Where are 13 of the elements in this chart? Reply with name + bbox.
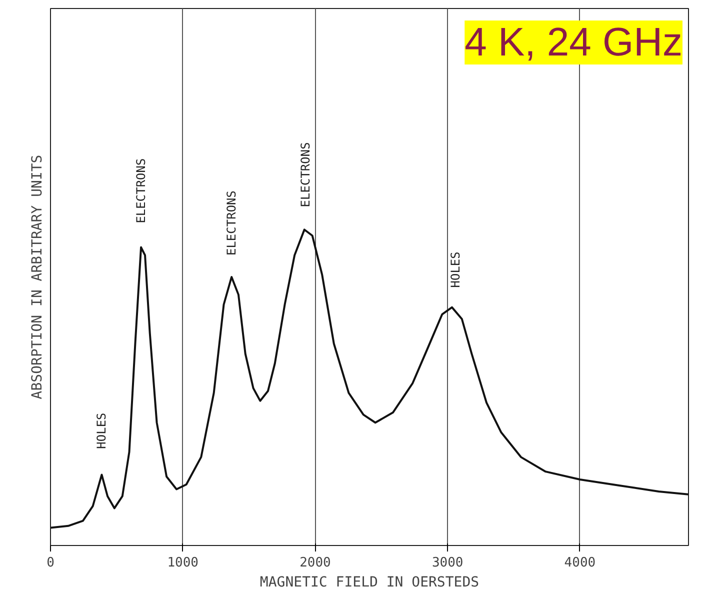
text: ELECTRONS [298, 142, 313, 208]
x-tick-label: 4000 [564, 556, 596, 570]
x-tick-label: 3000 [432, 556, 464, 570]
x-tick-label: 2000 [300, 556, 331, 570]
x-tick-label: 1000 [167, 556, 199, 570]
text: ELECTRONS [134, 158, 148, 224]
annotation: ELECTRONS [224, 190, 239, 256]
annotation: HOLES [448, 252, 463, 288]
annotation: HOLES [94, 412, 109, 449]
y-axis-title: ABSORPTION IN ARBITRARY UNITS [30, 154, 46, 400]
x-tick-label: 0 [46, 556, 54, 570]
chart-title: 4 K, 24 GHz [464, 20, 683, 64]
x-axis-title: MAGNETIC FIELD IN OERSTEDS [260, 574, 480, 590]
